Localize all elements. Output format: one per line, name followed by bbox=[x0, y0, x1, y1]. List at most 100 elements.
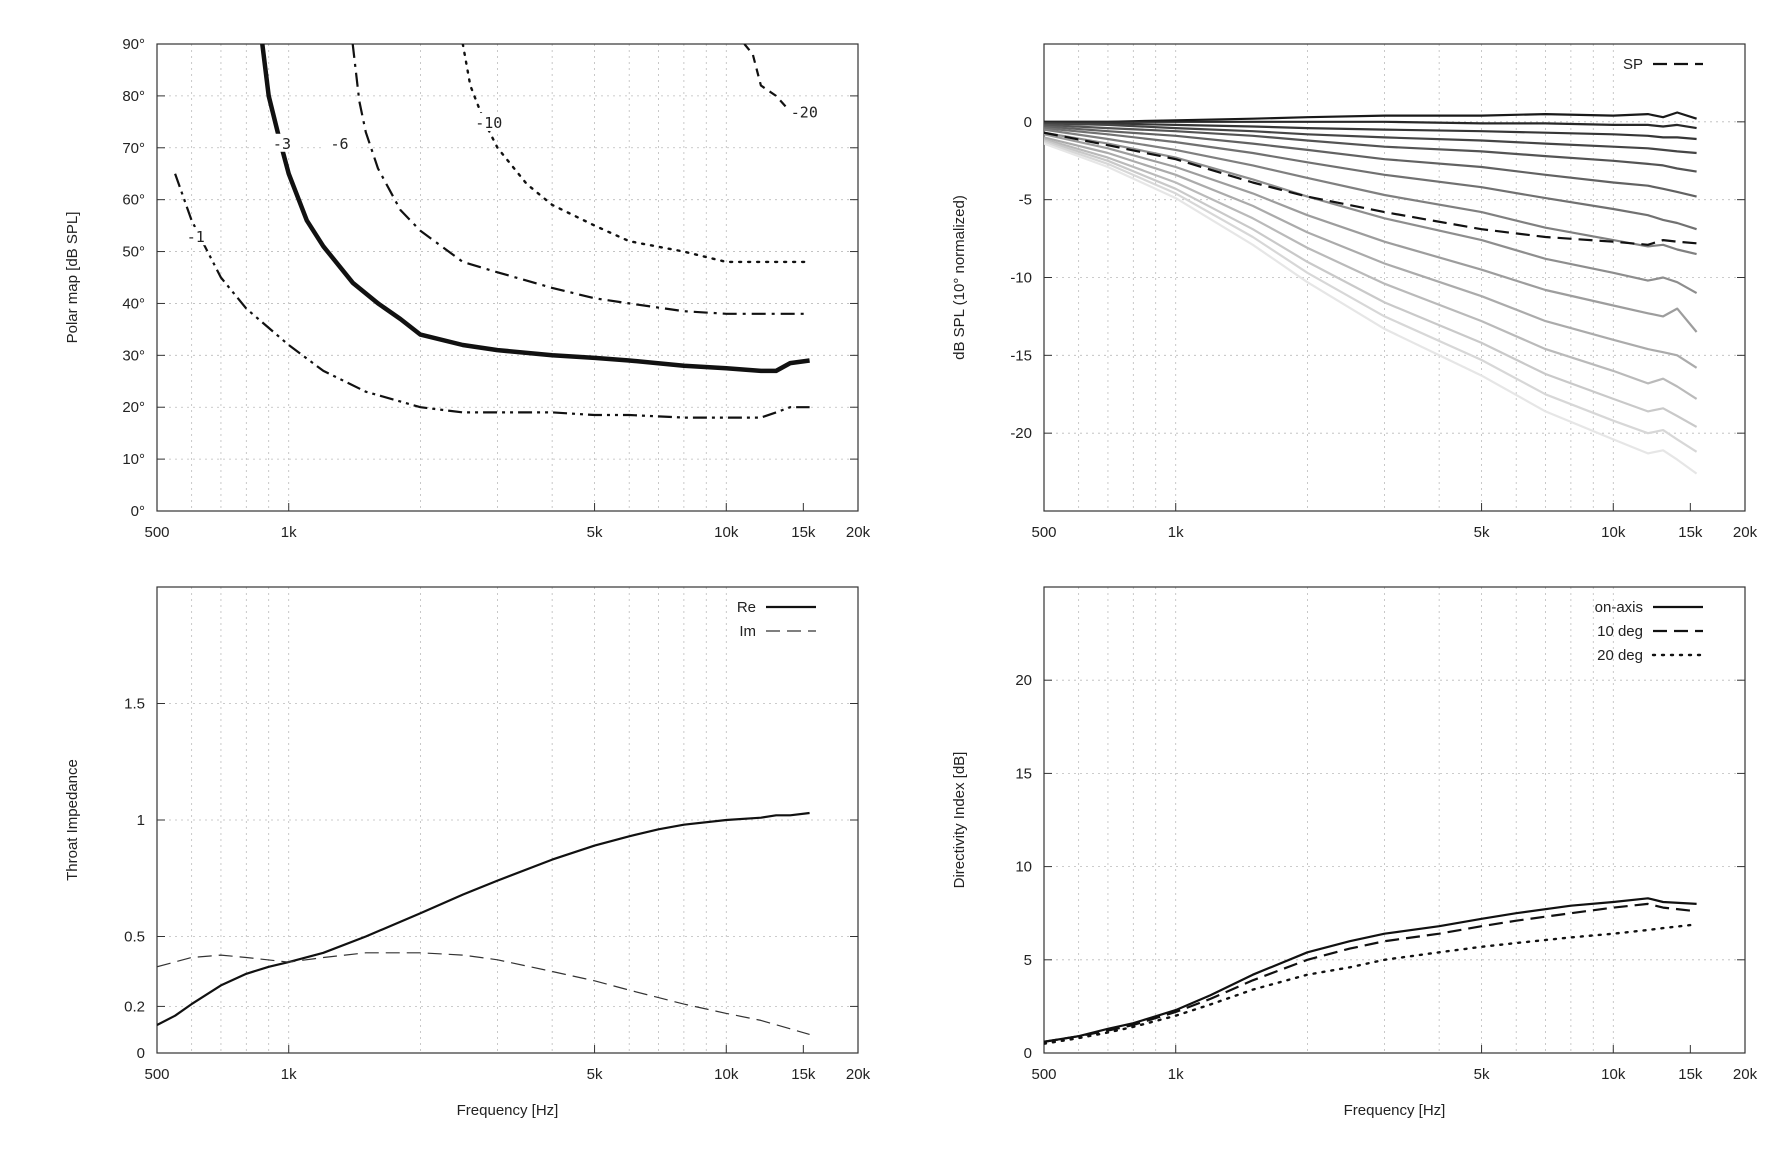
series-line--3 bbox=[260, 44, 810, 374]
y-tick-label: 50° bbox=[122, 244, 145, 261]
y-tick-label: 0 bbox=[1024, 114, 1032, 131]
fan-curve-line bbox=[1044, 139, 1698, 428]
x-tick-label: 15k bbox=[1678, 1066, 1703, 1083]
y-tick-label: 70° bbox=[122, 140, 145, 157]
y-tick-label: 15 bbox=[1015, 765, 1032, 782]
plot-area bbox=[174, 44, 811, 419]
y-tick-label: -20 bbox=[1010, 425, 1032, 442]
y-tick-label: 10° bbox=[122, 451, 145, 468]
plot-frame bbox=[1043, 586, 1746, 1054]
x-tick-label: 1k bbox=[281, 1066, 297, 1083]
series-line-on-axis bbox=[1044, 897, 1697, 1043]
y-axis-label: Throat Impedance bbox=[64, 759, 81, 881]
series-line-Im bbox=[157, 952, 810, 1035]
legend-label: 10 deg bbox=[1597, 623, 1643, 640]
x-tick-label: 5k bbox=[587, 1066, 603, 1083]
plot-area bbox=[1044, 897, 1698, 1045]
plot-area bbox=[157, 811, 810, 1035]
y-tick-label: 1.5 bbox=[124, 696, 145, 713]
x-tick-label: 10k bbox=[1601, 1066, 1626, 1083]
series-line--6 bbox=[351, 44, 810, 315]
y-tick-label: 0 bbox=[1024, 1045, 1032, 1062]
contour-label-bg bbox=[322, 133, 357, 152]
x-axis-label: Frequency [Hz] bbox=[457, 1102, 559, 1119]
fan-curve-line bbox=[1044, 122, 1697, 155]
y-tick-label: -15 bbox=[1010, 347, 1032, 364]
x-tick-label: 5k bbox=[587, 524, 603, 541]
x-tick-label: 15k bbox=[791, 1066, 816, 1083]
plot-frame bbox=[156, 586, 859, 1054]
legend-label: Re bbox=[737, 599, 756, 616]
y-tick-label: -10 bbox=[1010, 270, 1032, 287]
plot-frame bbox=[1043, 43, 1746, 512]
x-tick-label: 15k bbox=[791, 524, 816, 541]
fan-curve-line bbox=[1044, 133, 1698, 333]
x-tick-label: 500 bbox=[1031, 524, 1056, 541]
x-tick-label: 10k bbox=[714, 1066, 739, 1083]
x-tick-label: 20k bbox=[1733, 1066, 1758, 1083]
contour-label-bg bbox=[264, 133, 299, 152]
x-tick-label: 5k bbox=[1474, 524, 1490, 541]
x-tick-label: 1k bbox=[1168, 524, 1184, 541]
plot-area bbox=[1044, 111, 1698, 475]
y-tick-label: 0.5 bbox=[124, 929, 145, 946]
x-tick-label: 20k bbox=[1733, 524, 1758, 541]
fan-curve-line bbox=[1044, 125, 1697, 198]
series-line--1 bbox=[174, 173, 810, 419]
contour-label-bg bbox=[787, 102, 822, 121]
fan-curve-line bbox=[1044, 131, 1698, 295]
y-axis-label: Directivity Index [dB] bbox=[951, 752, 968, 889]
x-axis-label: Frequency [Hz] bbox=[1344, 1102, 1446, 1119]
x-tick-label: 500 bbox=[144, 524, 169, 541]
chart-panel-3: 0 0.2 0.5 1 1.5 500 1k 5k 10k 15k 20k Throat Impeda… bbox=[64, 586, 871, 1119]
x-tick-label: 1k bbox=[1168, 1066, 1184, 1083]
contour-label: -6 bbox=[331, 135, 349, 153]
chart-panel-2: 0 -5 -10 -15 -20 500 1k 5k 10k 15k 20k dB SPL (10° … bbox=[951, 43, 1758, 541]
y-tick-label: 60° bbox=[122, 192, 145, 209]
y-tick-label: 0° bbox=[131, 503, 145, 520]
x-tick-label: 10k bbox=[1601, 524, 1626, 541]
fan-curve-line bbox=[1044, 122, 1697, 141]
series-line--20 bbox=[743, 44, 810, 113]
x-tick-label: 20k bbox=[846, 524, 871, 541]
contour-label-bg bbox=[178, 227, 213, 246]
legend-label: 20 deg bbox=[1597, 647, 1643, 664]
fan-curve-line bbox=[1044, 127, 1697, 231]
y-tick-label: 5 bbox=[1024, 952, 1032, 969]
y-tick-label: 1 bbox=[137, 812, 145, 829]
contour-label: -20 bbox=[791, 104, 818, 122]
series-line-10-deg bbox=[1044, 902, 1697, 1043]
fan-curve-line bbox=[1044, 120, 1697, 130]
fan-curve-line bbox=[1044, 136, 1698, 369]
x-tick-label: 10k bbox=[714, 524, 739, 541]
y-axis-label: Polar map [dB SPL] bbox=[64, 212, 81, 344]
x-tick-label: 15k bbox=[1678, 524, 1703, 541]
fan-curve-line bbox=[1044, 111, 1697, 123]
x-tick-label: 1k bbox=[281, 524, 297, 541]
fan-curve-line bbox=[1044, 137, 1698, 400]
fan-curve-line bbox=[1044, 123, 1697, 173]
x-tick-label: 5k bbox=[1474, 1066, 1490, 1083]
fan-curve-line bbox=[1044, 142, 1698, 475]
y-axis-label: dB SPL (10° normalized) bbox=[951, 195, 968, 360]
y-tick-label: 40° bbox=[122, 295, 145, 312]
contour-label: -1 bbox=[187, 228, 205, 246]
y-tick-label: 30° bbox=[122, 347, 145, 364]
y-tick-label: 80° bbox=[122, 88, 145, 105]
plot-frame bbox=[156, 43, 859, 512]
series-line--10 bbox=[461, 44, 811, 264]
legend-label: on-axis bbox=[1595, 599, 1643, 616]
series-line-SP bbox=[1044, 131, 1697, 246]
y-tick-label: 10 bbox=[1015, 859, 1032, 876]
x-tick-label: 500 bbox=[144, 1066, 169, 1083]
contour-label: -3 bbox=[273, 135, 291, 153]
y-tick-label: 20 bbox=[1015, 672, 1032, 689]
y-tick-label: 0 bbox=[137, 1045, 145, 1062]
fan-curve-line bbox=[1044, 141, 1698, 453]
legend-label: SP bbox=[1623, 56, 1643, 73]
y-tick-label: 0.2 bbox=[124, 998, 145, 1015]
contour-label-bg bbox=[471, 113, 506, 132]
legend-label: Im bbox=[739, 623, 756, 640]
series-line-Re bbox=[157, 811, 810, 1026]
